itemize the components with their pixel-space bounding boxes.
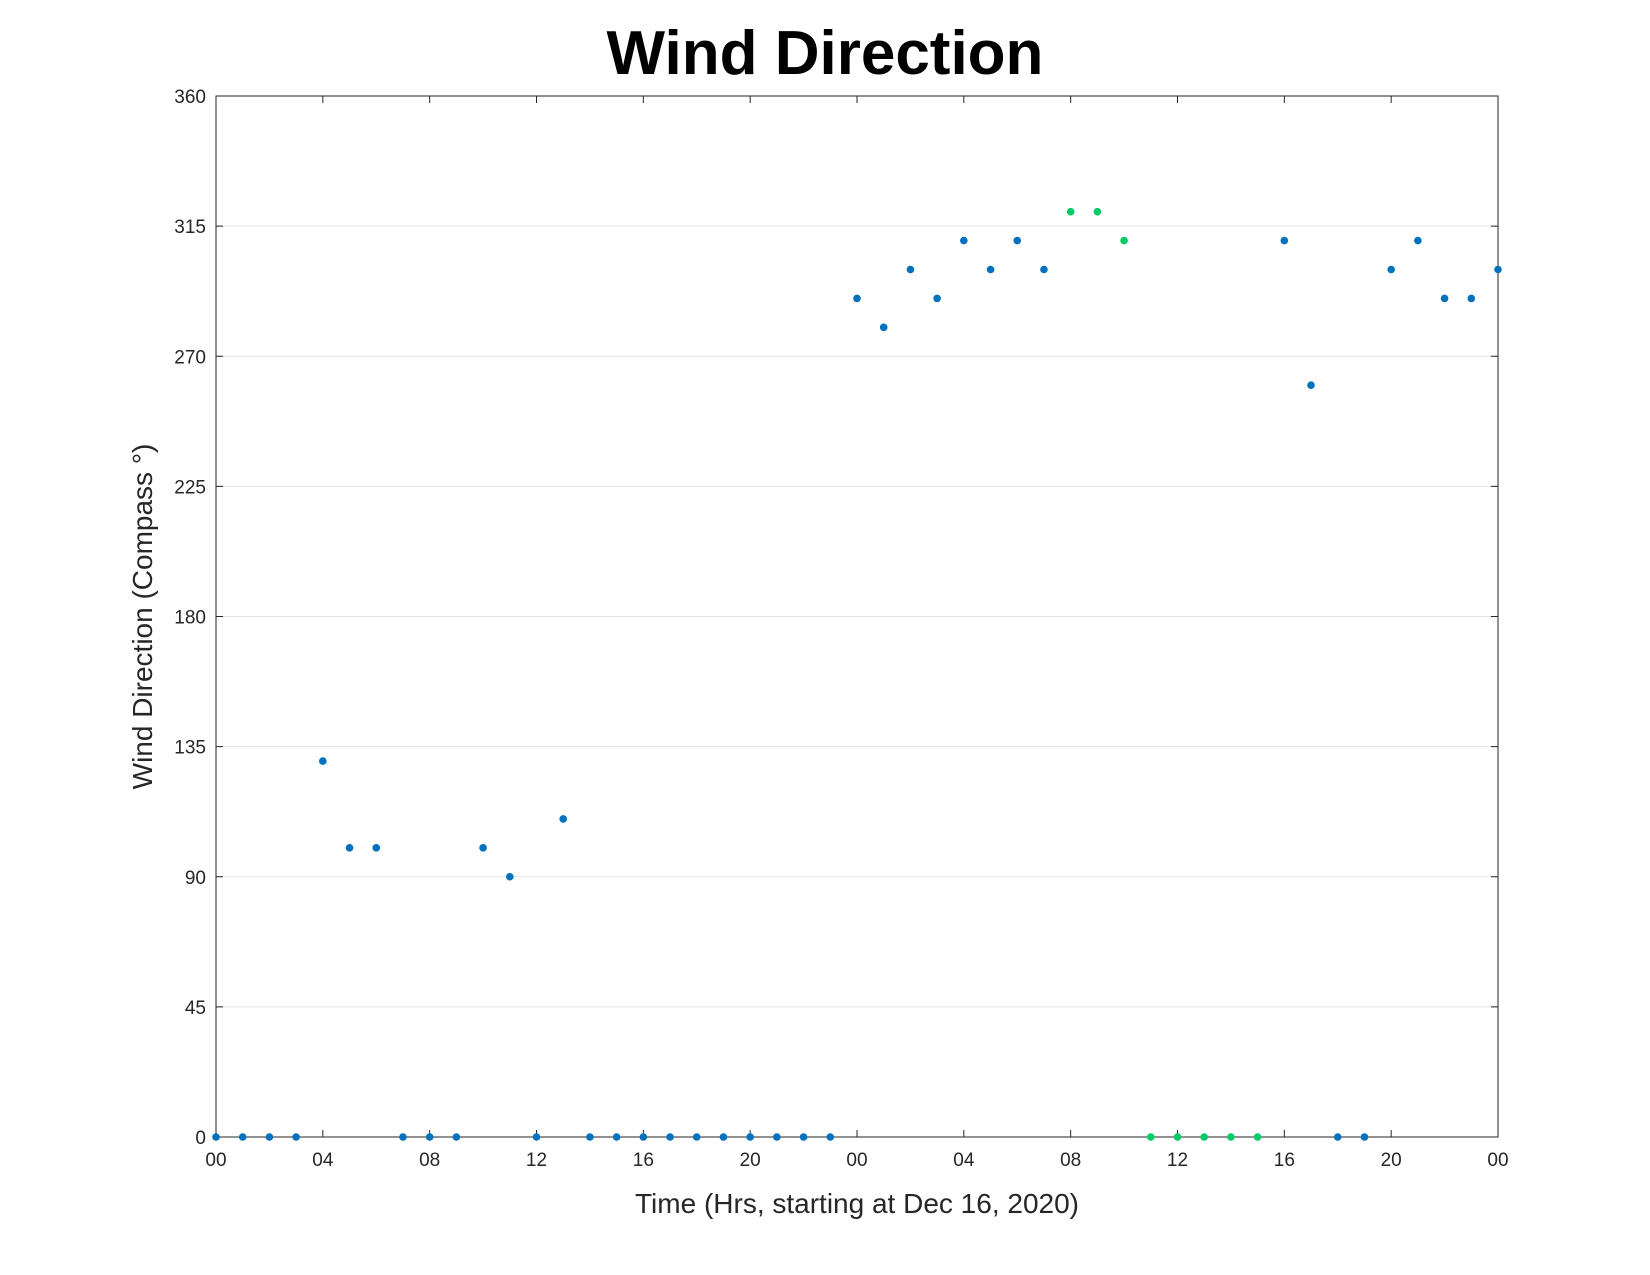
data-point	[1013, 236, 1022, 245]
data-point	[532, 1133, 541, 1141]
y-tick-label: 0	[195, 1128, 206, 1149]
x-tick-label: 08	[419, 1150, 440, 1171]
axis-ticks: 0 45 90 135 180 225 270 315 360 00 04 08 12 16 20 00 04 0…	[174, 87, 1508, 1171]
data-point	[399, 1133, 407, 1141]
data-point	[719, 1133, 728, 1141]
data-point	[1040, 265, 1048, 274]
data-point	[1414, 236, 1422, 245]
data-point	[1387, 265, 1395, 274]
data-point	[1440, 294, 1449, 303]
data-point	[586, 1133, 594, 1141]
x-tick-label: 00	[846, 1150, 867, 1171]
data-point	[906, 265, 915, 274]
x-tick-label: 08	[1060, 1150, 1081, 1171]
data-point	[826, 1133, 835, 1141]
data-point	[1494, 265, 1502, 274]
data-point	[1280, 236, 1289, 245]
data-point	[425, 1133, 434, 1141]
data-point	[799, 1133, 808, 1141]
x-tick-label: 16	[1274, 1150, 1295, 1171]
x-tick-label: 00	[1487, 1150, 1508, 1171]
data-point	[1307, 381, 1315, 389]
data-point	[986, 265, 995, 274]
data-point	[692, 1133, 701, 1141]
y-tick-label: 90	[185, 868, 206, 889]
y-tick-label: 315	[174, 217, 206, 238]
data-point	[1360, 1133, 1369, 1141]
data-point	[479, 844, 487, 852]
x-tick-label: 04	[953, 1150, 975, 1171]
grid-lines	[216, 225, 1498, 1008]
y-axis-label: Wind Direction (Compass °)	[127, 444, 158, 790]
data-point	[559, 815, 568, 823]
y-tick-label: 180	[174, 608, 206, 629]
x-tick-label: 20	[1381, 1150, 1402, 1171]
x-tick-label: 20	[740, 1150, 761, 1171]
data-point	[1253, 1133, 1262, 1141]
data-point	[1467, 294, 1476, 303]
data-point	[773, 1133, 781, 1141]
y-tick-label: 45	[185, 998, 206, 1019]
data-point	[452, 1133, 461, 1141]
data-point	[612, 1133, 621, 1141]
data-points	[212, 207, 1502, 1141]
data-point	[292, 1133, 300, 1141]
data-point	[319, 757, 327, 765]
data-point	[212, 1133, 220, 1141]
data-point	[265, 1133, 274, 1141]
x-tick-label: 16	[633, 1150, 654, 1171]
x-tick-label: 12	[1167, 1150, 1188, 1171]
data-point	[1200, 1133, 1209, 1141]
data-point	[933, 294, 941, 303]
data-point	[1066, 207, 1075, 216]
data-point	[505, 872, 514, 881]
data-point	[666, 1133, 674, 1141]
data-point	[879, 323, 888, 332]
data-point	[1146, 1133, 1155, 1141]
data-point	[238, 1133, 247, 1141]
y-tick-label: 270	[174, 347, 206, 368]
x-tick-label: 00	[205, 1150, 226, 1171]
data-point	[639, 1133, 648, 1141]
data-point	[1333, 1133, 1342, 1141]
data-point	[746, 1133, 754, 1141]
data-point	[960, 236, 968, 245]
y-tick-label: 360	[174, 87, 206, 108]
data-point	[853, 294, 861, 303]
x-tick-label: 12	[526, 1150, 547, 1171]
x-tick-label: 04	[312, 1150, 334, 1171]
data-point	[1173, 1133, 1182, 1141]
y-tick-label: 225	[174, 477, 206, 498]
data-point	[1227, 1133, 1235, 1141]
data-point	[345, 844, 354, 852]
data-point	[372, 844, 381, 852]
chart-title: Wind Direction	[606, 19, 1044, 88]
y-tick-label: 135	[174, 738, 206, 759]
x-axis-label: Time (Hrs, starting at Dec 16, 2020)	[635, 1188, 1079, 1219]
data-point	[1093, 207, 1102, 216]
data-point	[1120, 236, 1128, 245]
